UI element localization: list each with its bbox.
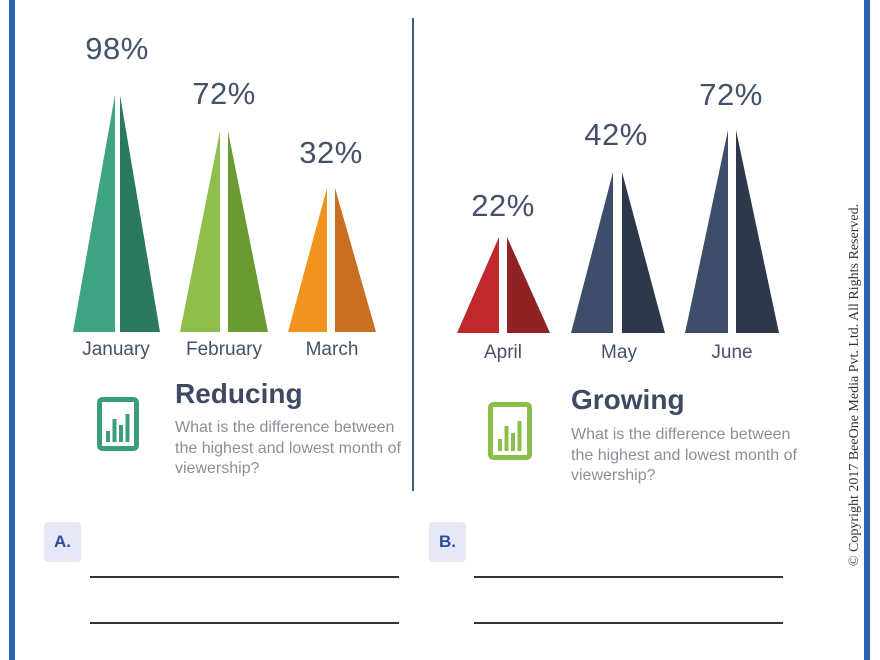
month-label-june: June bbox=[711, 342, 753, 363]
bar-march-right bbox=[335, 188, 376, 332]
value-label-january: 98% bbox=[85, 31, 149, 66]
bar-april-left bbox=[457, 237, 499, 333]
bar-january bbox=[73, 95, 160, 332]
bar-june bbox=[685, 130, 779, 333]
panel-divider bbox=[412, 18, 414, 491]
page-border-right bbox=[864, 0, 870, 660]
bar-february bbox=[180, 131, 268, 332]
bar-january-left bbox=[73, 95, 115, 332]
bar-may-right bbox=[622, 172, 665, 333]
month-label-february: February bbox=[185, 339, 263, 360]
month-label-april: April bbox=[483, 342, 522, 363]
value-label-april: 22% bbox=[471, 188, 535, 223]
bar-june-left bbox=[685, 130, 728, 333]
panel-title-growing: Growing bbox=[571, 384, 685, 415]
panel-title-reducing: Reducing bbox=[175, 378, 303, 409]
answer-line-b-1[interactable] bbox=[474, 576, 783, 578]
bar-may-left bbox=[571, 172, 613, 333]
value-label-june: 72% bbox=[699, 77, 763, 112]
answer-line-b-2[interactable] bbox=[474, 622, 783, 624]
month-label-march: March bbox=[305, 339, 359, 360]
bar-chart-icon bbox=[97, 397, 139, 451]
bar-june-right bbox=[736, 130, 779, 333]
panel-question-growing: What is the difference between the highe… bbox=[571, 426, 797, 484]
month-label-may: May bbox=[601, 342, 637, 363]
answer-line-a-1[interactable] bbox=[90, 576, 399, 578]
bar-march bbox=[288, 188, 376, 332]
bar-march-left bbox=[288, 188, 327, 332]
value-label-march: 32% bbox=[299, 135, 363, 170]
answer-badge-a: A. bbox=[44, 522, 81, 562]
answer-badge-b: B. bbox=[429, 522, 466, 562]
bar-may bbox=[571, 172, 665, 333]
bar-april bbox=[457, 237, 550, 333]
bar-april-right bbox=[507, 237, 550, 333]
value-label-may: 42% bbox=[584, 117, 648, 152]
panel-question-reducing: What is the difference between the highe… bbox=[175, 419, 401, 477]
bar-february-right bbox=[228, 131, 268, 332]
answer-line-a-2[interactable] bbox=[90, 622, 399, 624]
bar-chart-icon bbox=[488, 402, 532, 460]
page-border-left bbox=[9, 0, 15, 660]
bar-february-left bbox=[180, 131, 220, 332]
month-label-january: January bbox=[82, 339, 150, 360]
copyright-notice: © Copyright 2017 BeeOne Media Pvt. Ltd. … bbox=[847, 203, 862, 567]
value-label-february: 72% bbox=[192, 76, 256, 111]
bar-january-right bbox=[120, 95, 160, 332]
